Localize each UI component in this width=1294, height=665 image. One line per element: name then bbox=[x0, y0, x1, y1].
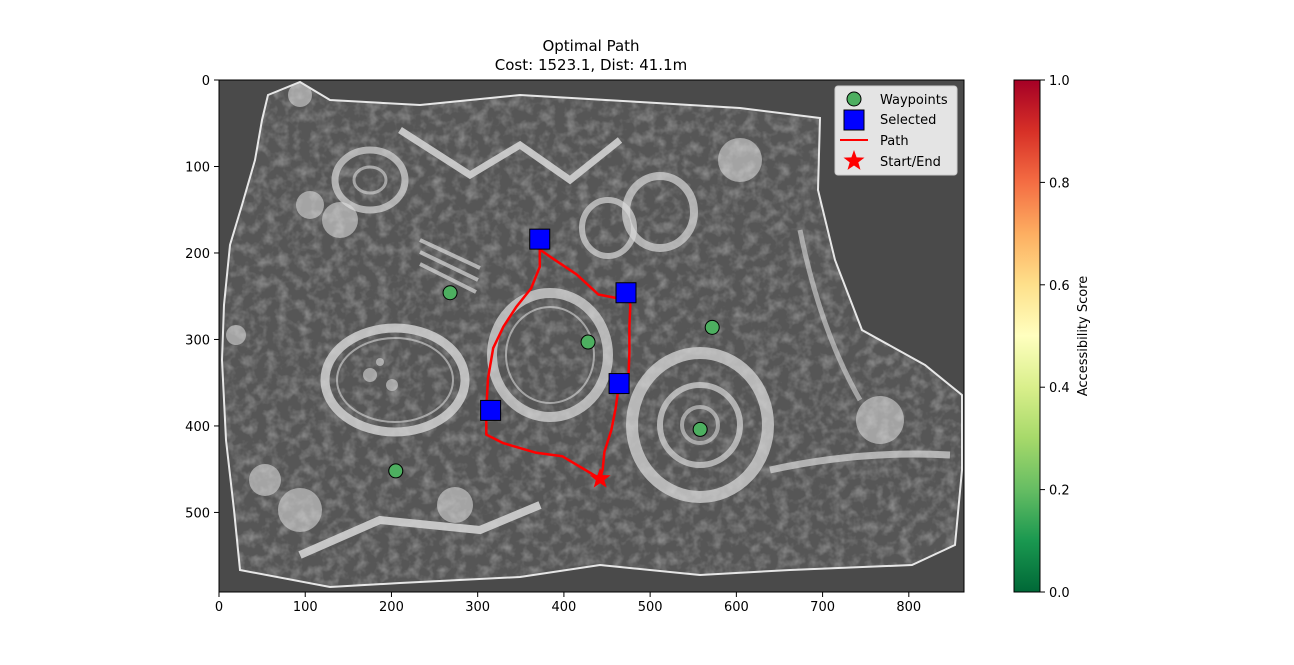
x-axis: 0 100 200 300 400 500 600 700 800 bbox=[215, 592, 921, 615]
chart-subtitle: Cost: 1523.1, Dist: 41.1m bbox=[495, 56, 687, 74]
legend-item-start-end: Start/End bbox=[843, 150, 941, 170]
legend-start-end-marker bbox=[843, 150, 865, 170]
colorbar-tick-label: 0.8 bbox=[1049, 176, 1070, 191]
colorbar: 0.0 0.2 0.4 0.6 0.8 1.0 Accessibility Score bbox=[1013, 74, 1091, 601]
legend-selected-marker bbox=[843, 109, 865, 131]
legend-path-label: Path bbox=[880, 134, 909, 149]
legend-item-selected: Selected bbox=[843, 109, 936, 131]
x-tick-label: 100 bbox=[293, 600, 318, 615]
tissue-image bbox=[220, 80, 963, 589]
selected-marker bbox=[615, 282, 637, 304]
legend-item-path: Path bbox=[840, 134, 909, 149]
y-axis: 0 100 200 300 400 500 bbox=[185, 74, 219, 521]
colorbar-tick-label: 0.4 bbox=[1049, 381, 1070, 396]
colorbar-tick-label: 1.0 bbox=[1049, 74, 1070, 89]
legend-waypoints-marker bbox=[846, 91, 862, 107]
legend-box bbox=[834, 85, 958, 176]
waypoint-marker bbox=[692, 421, 708, 437]
x-tick-label: 300 bbox=[465, 600, 490, 615]
waypoint-marker bbox=[580, 334, 596, 350]
selected-marker bbox=[608, 373, 630, 395]
colorbar-tick-label: 0.2 bbox=[1049, 484, 1070, 499]
colorbar-tick-label: 0.0 bbox=[1049, 586, 1070, 601]
y-tick-label: 200 bbox=[185, 247, 210, 262]
selected-marker bbox=[529, 228, 551, 250]
waypoint-marker bbox=[704, 319, 720, 335]
x-tick-label: 700 bbox=[810, 600, 835, 615]
tissue-speckle bbox=[226, 83, 904, 532]
chart-marks bbox=[388, 228, 720, 488]
colorbar-ticks: 0.0 0.2 0.4 0.6 0.8 1.0 bbox=[1040, 74, 1070, 601]
legend-waypoints-label: Waypoints bbox=[880, 93, 948, 108]
chart-title: Optimal Path bbox=[542, 37, 639, 55]
legend-selected-label: Selected bbox=[880, 113, 936, 128]
x-tick-label: 600 bbox=[724, 600, 749, 615]
colorbar-gradient bbox=[1013, 79, 1041, 593]
y-tick-label: 0 bbox=[202, 74, 210, 89]
x-tick-label: 400 bbox=[551, 600, 576, 615]
y-tick-label: 300 bbox=[185, 333, 210, 348]
colorbar-tick-label: 0.6 bbox=[1049, 279, 1070, 294]
x-tick-label: 500 bbox=[638, 600, 663, 615]
x-tick-label: 800 bbox=[896, 600, 921, 615]
y-tick-label: 500 bbox=[185, 506, 210, 521]
colorbar-label: Accessibility Score bbox=[1076, 276, 1091, 397]
waypoint-marker bbox=[442, 285, 458, 301]
plot-frame bbox=[218, 79, 965, 593]
selected-marker bbox=[480, 399, 502, 421]
start-end-marker bbox=[589, 467, 611, 488]
y-tick-label: 400 bbox=[185, 420, 210, 435]
y-tick-label: 100 bbox=[185, 160, 210, 175]
legend-start-end-label: Start/End bbox=[880, 155, 941, 170]
tissue-texture bbox=[222, 82, 962, 587]
legend-item-waypoints: Waypoints bbox=[846, 91, 948, 108]
waypoint-marker bbox=[388, 463, 404, 479]
legend: Waypoints Selected Path Start/End bbox=[834, 85, 958, 176]
x-tick-label: 0 bbox=[215, 600, 223, 615]
x-tick-label: 200 bbox=[379, 600, 404, 615]
